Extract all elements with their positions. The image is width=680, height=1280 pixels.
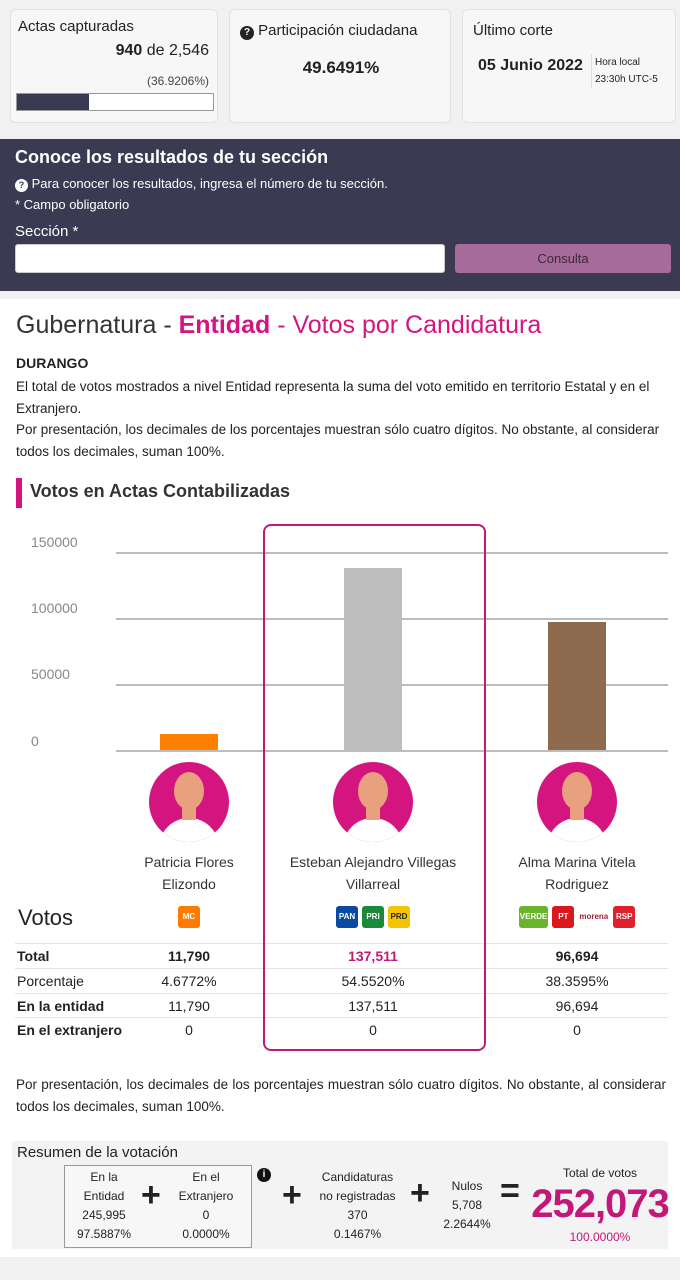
- gridline: [116, 552, 668, 554]
- help-icon[interactable]: ?: [240, 26, 254, 40]
- seccion-field-label: Sección *: [15, 223, 79, 240]
- participacion-label: Participación ciudadana: [258, 22, 418, 39]
- actas-card: Actas capturadas 940 de 2,546 (36.9206%): [10, 9, 218, 123]
- required-note: * Campo obligatorio: [15, 197, 130, 212]
- party-logos: MC: [99, 906, 279, 928]
- seccion-help: Para conocer los resultados, ingresa el …: [31, 176, 388, 191]
- party-logos: VERDE PT morena RSP: [487, 906, 667, 928]
- bar-candidate-1[interactable]: [160, 734, 218, 750]
- candidate-name: Patricia Flores Elizondo: [144, 854, 234, 892]
- actas-label: Actas capturadas: [18, 18, 134, 35]
- consulta-button[interactable]: Consulta: [455, 244, 671, 273]
- resumen-total-value: 252,073: [531, 1182, 670, 1226]
- bar-candidate-3[interactable]: [548, 622, 606, 750]
- note-decimales: Por presentación, los decimales de los p…: [16, 422, 660, 459]
- page-title: Gubernatura - Entidad - Votos por Candid…: [16, 311, 542, 339]
- actas-total: de 2,546: [146, 42, 209, 59]
- table-row-entidad: En la entidad 11,790 137,511 96,694: [15, 993, 668, 1017]
- y-tick: 50000: [31, 666, 70, 682]
- party-logo-pri: PRI: [362, 906, 384, 928]
- candidate-avatar: [149, 762, 229, 842]
- resumen-total-pct: 100.0000%: [569, 1230, 631, 1244]
- corte-time-label: Hora local: [595, 57, 641, 68]
- seccion-title: Conoce los resultados de tu sección: [15, 147, 329, 167]
- votos-heading: Votos: [18, 905, 74, 930]
- participacion-card: ? Participación ciudadana 49.6491%: [229, 9, 451, 123]
- party-logo-mc: MC: [178, 906, 200, 928]
- plus-icon: +: [410, 1174, 430, 1212]
- resumen-extranjero: En el Extranjero 0 0.0000%: [178, 1170, 234, 1241]
- y-tick: 100000: [31, 600, 78, 616]
- candidate-name: Esteban Alejandro Villegas Villarreal: [289, 854, 457, 892]
- note-entidad: El total de votos mostrados a nivel Enti…: [16, 379, 650, 416]
- actas-progress-bar: [16, 93, 214, 111]
- seccion-panel: Conoce los resultados de tu sección ? Pa…: [0, 139, 680, 291]
- plus-icon: +: [282, 1176, 302, 1214]
- corte-time: 23:30h UTC-5: [595, 74, 658, 85]
- baseline: [116, 750, 668, 752]
- table-row-extranjero: En el extranjero 0 0 0: [15, 1017, 668, 1041]
- y-tick: 150000: [31, 534, 78, 550]
- corte-date: 05 Junio 2022: [478, 57, 583, 74]
- party-logo-verde: VERDE: [518, 906, 549, 928]
- party-logo-pt: PT: [552, 906, 575, 928]
- resumen-total-label: Total de votos: [562, 1166, 638, 1180]
- participacion-value: 49.6491%: [302, 58, 380, 77]
- resumen-title: Resumen de la votación: [17, 1144, 178, 1161]
- resumen-no-registradas: Candidaturas no registradas 370 0.1467%: [319, 1170, 396, 1241]
- state-name: DURANGO: [16, 355, 89, 371]
- party-logos: PAN PRI PRD: [283, 906, 463, 928]
- corte-label: Último corte: [473, 22, 554, 39]
- actas-percent: (36.9206%): [146, 74, 209, 88]
- info-icon[interactable]: i: [257, 1168, 271, 1182]
- y-tick: 0: [31, 733, 39, 749]
- candidate-avatar: [537, 762, 617, 842]
- section-title: Votos en Actas Contabilizadas: [30, 481, 291, 501]
- party-logo-morena: morena: [578, 906, 610, 928]
- corte-card: Último corte 05 Junio 2022 Hora local 23:…: [462, 9, 676, 123]
- plus-icon: +: [141, 1176, 161, 1214]
- table-row-total: Total 11,790 137,511 96,694: [15, 943, 668, 967]
- bar-candidate-2[interactable]: [344, 568, 402, 750]
- resumen-entidad-box: [64, 1165, 252, 1248]
- actas-count: 940: [115, 42, 143, 59]
- table-row-porcentaje: Porcentaje 4.6772% 54.5520% 38.3595%: [15, 968, 668, 992]
- section-marker: [16, 478, 22, 508]
- footnote: Por presentación, los decimales de los p…: [16, 1077, 666, 1114]
- resumen-nulos: Nulos 5,708 2.2644%: [443, 1179, 491, 1231]
- equals-icon: =: [500, 1172, 520, 1210]
- party-logo-pan: PAN: [336, 906, 358, 928]
- help-icon: ?: [15, 179, 28, 192]
- party-logo-rsp: RSP: [613, 906, 636, 928]
- seccion-input[interactable]: [15, 244, 445, 273]
- resumen-entidad: En la Entidad 245,995 97.5887%: [76, 1170, 132, 1241]
- candidate-name: Alma Marina Vitela Rodriguez: [518, 854, 636, 892]
- candidate-avatar: [333, 762, 413, 842]
- party-logo-prd: PRD: [388, 906, 410, 928]
